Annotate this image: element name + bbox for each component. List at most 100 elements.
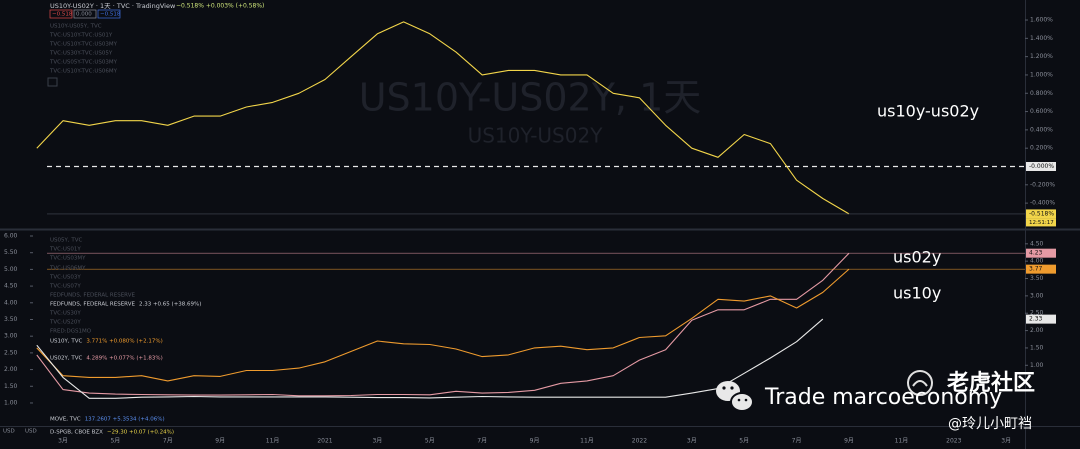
y-tick-label: 1.000% — [1030, 71, 1053, 78]
legend-item: TVC:US30Y-TVC:US05Y — [49, 51, 113, 57]
y2-tick-label: 4.00 — [4, 299, 18, 306]
reference-label: -0.000% — [1029, 163, 1054, 170]
y-tick-label: -0.200% — [1030, 181, 1055, 188]
legend-item: US10Y-US05Y, TVC — [50, 24, 102, 30]
y2-tick-label: 3.50 — [4, 316, 18, 323]
legend-item: FEDFUNDS, FEDERAL RESERVE — [50, 293, 135, 299]
y-tick-label: 2.00 — [1030, 327, 1044, 334]
legend-item: TVC:US30Y — [49, 311, 81, 317]
annotation: 老虎社区 — [946, 370, 1035, 396]
y-tick-label: 0.800% — [1030, 90, 1053, 97]
y-tick-label: 2.50 — [1030, 310, 1044, 317]
x-tick-label: 3月 — [58, 438, 68, 445]
y-tick-label: 1.50 — [1030, 344, 1044, 351]
pane: 1.600% 1.400% 1.200% 1.000% 0.800% 0.600% 0.40… — [36, 17, 1056, 227]
y-tick-label: 1.00 — [1030, 362, 1044, 369]
y-tick-label: 1.600% — [1030, 17, 1053, 24]
header-box — [97, 9, 121, 19]
x-tick-label: 11月 — [580, 438, 594, 445]
x-tick-label: 7月 — [792, 438, 802, 445]
x-tick-label: 5月 — [739, 438, 749, 445]
series-line — [36, 268, 850, 382]
legend-item: TVC:US10Y-TVC:US01Y — [49, 33, 113, 39]
price-tag — [1026, 248, 1056, 258]
legend-item: TVC:US10Y-TVC:US06MY — [49, 69, 118, 75]
legend-item: FEDFUNDS, FEDERAL RESERVE — [50, 302, 135, 308]
legend-item: MOVE, TVC — [50, 417, 81, 423]
x-tick-label: 3月 — [687, 438, 697, 445]
x-tick-label: 11月 — [895, 438, 909, 445]
legend-item: FRED:DGS1MO — [50, 329, 92, 335]
collapse-button[interactable] — [47, 77, 58, 87]
x-tick-label: 2022 — [632, 438, 647, 445]
y-tick-label: 4.00 — [1030, 258, 1044, 265]
legend-item: US02Y, TVC — [50, 356, 82, 362]
x-tick-label: 7月 — [477, 438, 487, 445]
x-tick-label: 7月 — [163, 438, 173, 445]
legend-quote: 2.33 +0.65 (+38.69%) — [139, 302, 201, 308]
legend-item: TVC:US10Y-TVC:US03MY — [49, 42, 118, 48]
x-tick-label: 9月 — [530, 438, 540, 445]
y2-tick-label: 1.50 — [4, 383, 18, 390]
annotation: @玲儿小町裆 — [948, 416, 1032, 432]
legend-item: TVC:US03MY — [49, 256, 86, 262]
y-tick-label: 1.200% — [1030, 53, 1053, 60]
y-tick-label: 0.200% — [1030, 145, 1053, 152]
y-tick-label: -0.400% — [1030, 200, 1055, 207]
series-line — [36, 252, 850, 397]
x-tick-label: 5月 — [425, 438, 435, 445]
legend-item: TVC:US03Y — [49, 275, 81, 281]
y2-tick-label: 5.00 — [4, 266, 18, 273]
watermark: US10Y-US02Y, 1天 — [359, 76, 702, 120]
y2-tick-label: 1.00 — [4, 399, 18, 406]
legend-item: TVC:US07Y — [49, 284, 81, 290]
legend-quote: 137.2607 +5.3534 (+4.06%) — [85, 417, 165, 423]
legend-item: TVC:US05Y-TVC:US03MY — [49, 60, 118, 66]
price-tag-label: 4.23 — [1029, 250, 1043, 257]
countdown-tag — [1026, 218, 1056, 227]
x-tick-label: 5月 — [110, 438, 120, 445]
legend-item: US10Y, TVC — [50, 339, 82, 345]
price-tag — [1026, 264, 1056, 274]
currency-label: USD — [25, 429, 37, 435]
tiger-icon — [907, 370, 933, 396]
price-tag-label: 3.77 — [1029, 266, 1043, 273]
header-box-label: 0.000 — [76, 12, 92, 18]
currency-label: USD — [3, 429, 15, 435]
x-tick-label: 2023 — [946, 438, 961, 445]
y-tick-label: 1.400% — [1030, 35, 1053, 42]
legend-quote: −29.30 +0.07 (+0.24%) — [107, 430, 174, 436]
y2-tick-label: 4.50 — [4, 283, 18, 290]
reference-tag — [1026, 161, 1056, 171]
x-tick-label: 11月 — [266, 438, 280, 445]
y-tick-label: 0.400% — [1030, 126, 1053, 133]
price-tag — [1026, 209, 1056, 219]
price-tag-label: 2.33 — [1029, 316, 1043, 323]
header-box — [49, 9, 73, 19]
header-quote: −0.518% +0.003% (+0.58%) — [176, 3, 264, 10]
annotation: us10y-us02y — [877, 102, 979, 121]
x-tick-label: 3月 — [1001, 438, 1011, 445]
x-tick-label: 9月 — [215, 438, 225, 445]
header-box — [73, 9, 97, 19]
legend-item: TVC:US20Y — [49, 320, 81, 326]
y-tick-label: 0.600% — [1030, 108, 1053, 115]
x-tick-label: 3月 — [372, 438, 382, 445]
series-line — [36, 21, 850, 215]
legend-item: TVC:US01Y — [49, 247, 81, 253]
y2-tick-label: 5.50 — [4, 249, 18, 256]
y-tick-label: 3.00 — [1030, 292, 1044, 299]
watermark-sub: US10Y-US02Y — [468, 124, 604, 148]
header-title: US10Y-US02Y · 1天 · TVC · TradingView — [50, 2, 176, 10]
y2-tick-label: 2.50 — [4, 349, 18, 356]
x-tick-label: 9月 — [844, 438, 854, 445]
x-tick-label: 2021 — [317, 438, 332, 445]
legend-item: D-SPGB, CBOE BZX — [50, 430, 103, 436]
annotation: Trade marcoeconomy — [764, 385, 1002, 410]
y-tick-label: 3.50 — [1030, 275, 1044, 282]
y2-tick-label: 6.00 — [4, 233, 18, 240]
y-tick-label: 4.50 — [1030, 240, 1044, 247]
